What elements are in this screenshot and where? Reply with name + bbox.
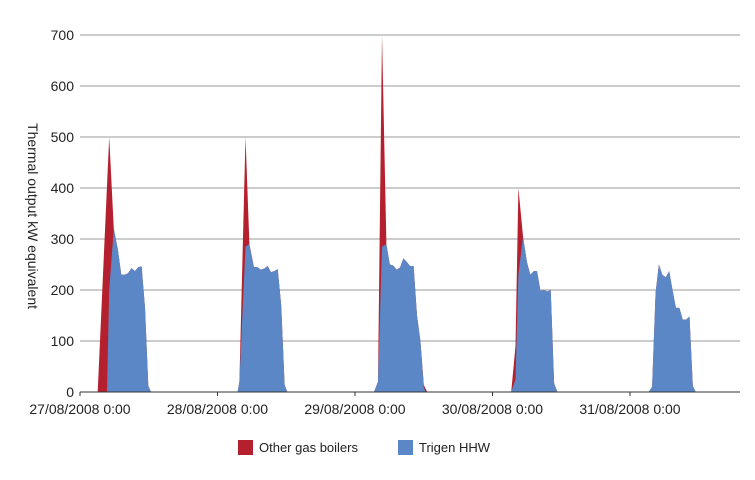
- y-tick-label: 600: [51, 78, 75, 94]
- y-tick-label: 700: [51, 27, 75, 43]
- legend-label: Trigen HHW: [419, 440, 491, 455]
- x-tick-label: 30/08/2008 0:00: [442, 401, 543, 417]
- y-tick-label: 200: [51, 282, 75, 298]
- x-tick-label: 27/08/2008 0:00: [29, 401, 130, 417]
- gridlines: [80, 34, 740, 342]
- y-tick-label: 300: [51, 231, 75, 247]
- y-axis-title: Thermal output kW equivalent: [25, 123, 41, 309]
- x-tick-label: 28/08/2008 0:00: [167, 401, 268, 417]
- y-tick-label: 100: [51, 333, 75, 349]
- legend-swatch: [398, 440, 413, 455]
- y-tick-labels: 0 100 200 300 400 500 600 700: [51, 27, 75, 400]
- legend-swatch: [238, 440, 253, 455]
- y-tick-label: 500: [51, 129, 75, 145]
- x-tick-label: 31/08/2008 0:00: [579, 401, 680, 417]
- y-tick-label: 0: [66, 384, 74, 400]
- x-tick-labels: 27/08/2008 0:00 28/08/2008 0:00 29/08/2008…: [29, 392, 681, 417]
- legend: Other gas boilers Trigen HHW: [238, 440, 491, 455]
- series-areas: [97, 35, 696, 392]
- legend-label: Other gas boilers: [259, 440, 358, 455]
- series-area-trigen-hhw: [107, 228, 696, 392]
- x-tick-label: 29/08/2008 0:00: [304, 401, 405, 417]
- y-tick-label: 400: [51, 180, 75, 196]
